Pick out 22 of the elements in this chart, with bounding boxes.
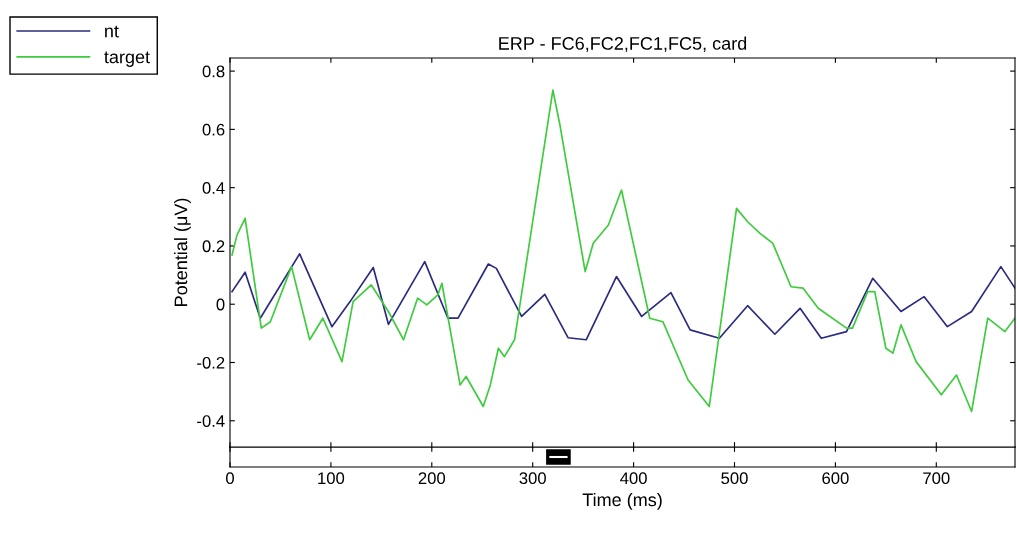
y-tick-label: -0.4 bbox=[197, 415, 225, 427]
x-axis-title: Time (ms) bbox=[582, 492, 662, 510]
y-tick-label: -0.2 bbox=[197, 356, 225, 369]
x-tick-label: 200 bbox=[418, 472, 446, 485]
x-tick-label: 400 bbox=[620, 472, 647, 485]
y-tick-label: 0.2 bbox=[202, 240, 225, 253]
line-series bbox=[231, 252, 1015, 341]
legend-label: target bbox=[104, 51, 150, 67]
x-tick-label: 100 bbox=[318, 472, 345, 485]
y-tick-label: 0.4 bbox=[202, 182, 225, 194]
x-tick-label: 500 bbox=[721, 472, 748, 485]
x-tick-label: 700 bbox=[923, 472, 950, 485]
x-tick-label: 300 bbox=[519, 472, 546, 485]
x-tick-label: 600 bbox=[822, 472, 849, 485]
y-tick-label: 0.8 bbox=[202, 65, 225, 78]
y-tick-label: 0.6 bbox=[202, 123, 225, 136]
legend-label: nt bbox=[105, 25, 119, 38]
line-series bbox=[231, 89, 1015, 413]
x-tick-label: 0 bbox=[226, 472, 234, 485]
chart-title: ERP - FC6,FC2,FC1,FC5, card bbox=[499, 36, 747, 52]
y-axis-title: Potential (μV) bbox=[174, 198, 191, 306]
y-tick-label: 0 bbox=[216, 298, 225, 311]
